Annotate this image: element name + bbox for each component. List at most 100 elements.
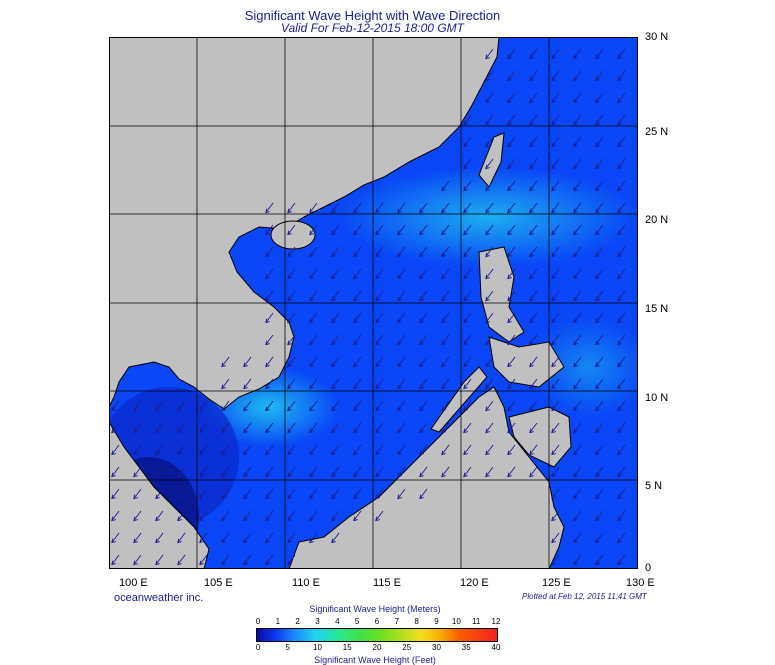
wave-arrow bbox=[397, 224, 406, 235]
wave-arrow-head bbox=[199, 450, 204, 456]
wave-arrow bbox=[265, 378, 274, 389]
wave-arrow-head bbox=[507, 230, 512, 236]
wave-arrow-head bbox=[551, 340, 556, 346]
wave-arrow bbox=[287, 224, 296, 235]
wave-arrow bbox=[353, 290, 362, 301]
wave-arrow-head bbox=[463, 186, 468, 192]
wave-arrow bbox=[133, 510, 142, 521]
wave-arrow-head bbox=[265, 450, 270, 456]
wave-arrow-head bbox=[595, 54, 600, 60]
wave-arrow bbox=[397, 334, 406, 345]
lat-label: 15 N bbox=[645, 303, 669, 315]
colorbar-meter-tick: 9 bbox=[434, 617, 439, 626]
wave-arrow bbox=[419, 268, 428, 279]
wave-arrow-head bbox=[573, 252, 578, 258]
wave-arrow-head bbox=[375, 494, 380, 500]
wave-arrow-head bbox=[595, 538, 600, 544]
wave-arrow-head bbox=[551, 186, 556, 192]
wave-arrow bbox=[375, 444, 384, 455]
wave-arrow bbox=[287, 532, 296, 543]
wave-arrow bbox=[551, 532, 560, 543]
wave-arrow bbox=[507, 92, 516, 103]
wave-arrow-head bbox=[529, 296, 534, 302]
wave-arrow bbox=[617, 488, 626, 499]
wave-arrow-head bbox=[155, 450, 160, 456]
wave-arrow-head bbox=[331, 494, 336, 500]
wave-arrow bbox=[155, 532, 164, 543]
wave-arrow-head bbox=[617, 98, 622, 104]
wave-arrow bbox=[595, 290, 604, 301]
wave-arrow-head bbox=[551, 230, 556, 236]
wave-arrow-head bbox=[551, 274, 556, 280]
wave-arrow-head bbox=[177, 428, 182, 434]
wave-arrow-head bbox=[529, 340, 534, 346]
wave-arrow bbox=[595, 92, 604, 103]
wave-arrow-head bbox=[529, 208, 534, 214]
wave-arrow-head bbox=[529, 120, 534, 126]
wave-arrow bbox=[573, 510, 582, 521]
wave-arrow-head bbox=[617, 296, 622, 302]
wave-arrow bbox=[265, 290, 274, 301]
wave-arrow-head bbox=[617, 406, 622, 412]
wave-arrow bbox=[287, 422, 296, 433]
wave-arrow bbox=[199, 510, 208, 521]
wave-arrow-head bbox=[595, 318, 600, 324]
wave-arrow bbox=[617, 532, 626, 543]
wave-arrow bbox=[331, 356, 340, 367]
wave-arrow-head bbox=[287, 274, 292, 280]
wave-arrow-head bbox=[507, 340, 512, 346]
wave-arrow bbox=[287, 202, 296, 213]
wave-arrow-head bbox=[551, 296, 556, 302]
wave-arrow-head bbox=[243, 406, 248, 412]
wave-arrow-head bbox=[485, 362, 490, 368]
wave-arrow-head bbox=[309, 274, 314, 280]
wave-arrow-head bbox=[287, 538, 292, 544]
wave-arrow bbox=[419, 400, 428, 411]
wave-arrow-head bbox=[595, 428, 600, 434]
wave-arrow-head bbox=[551, 384, 556, 390]
wave-arrow bbox=[397, 466, 406, 477]
wave-arrow-head bbox=[595, 186, 600, 192]
wave-arrow bbox=[551, 202, 560, 213]
wave-arrow-head bbox=[485, 252, 490, 258]
wave-arrow bbox=[353, 378, 362, 389]
wave-arrow bbox=[617, 158, 626, 169]
wave-arrow-head bbox=[441, 186, 446, 192]
wave-arrow-head bbox=[573, 120, 578, 126]
wave-arrow bbox=[573, 400, 582, 411]
wave-arrow-head bbox=[441, 296, 446, 302]
wave-arrow bbox=[551, 224, 560, 235]
wave-arrow-head bbox=[375, 318, 380, 324]
wave-arrow-head bbox=[111, 494, 116, 500]
wave-arrow bbox=[441, 268, 450, 279]
wave-arrow-head bbox=[287, 318, 292, 324]
wave-arrow-head bbox=[507, 252, 512, 258]
wave-arrow-head bbox=[573, 186, 578, 192]
wave-arrow-head bbox=[551, 98, 556, 104]
colorbar bbox=[256, 628, 498, 642]
wave-arrow-head bbox=[595, 406, 600, 412]
wave-arrow-head bbox=[353, 450, 358, 456]
wave-arrow bbox=[529, 224, 538, 235]
wave-arrow bbox=[485, 334, 494, 345]
wave-arrow-head bbox=[309, 450, 314, 456]
wave-arrow-head bbox=[463, 252, 468, 258]
wave-arrow bbox=[309, 312, 318, 323]
wave-arrow-head bbox=[287, 252, 292, 258]
wave-arrow-head bbox=[243, 538, 248, 544]
wave-arrow bbox=[617, 268, 626, 279]
wave-arrow bbox=[573, 268, 582, 279]
wave-arrow bbox=[221, 554, 230, 565]
wave-arrow bbox=[287, 444, 296, 455]
wave-arrow-head bbox=[617, 208, 622, 214]
wave-arrow bbox=[309, 290, 318, 301]
wave-arrow-head bbox=[485, 340, 490, 346]
wave-arrow-head bbox=[155, 560, 160, 566]
wave-arrow bbox=[485, 158, 494, 169]
wave-arrow-head bbox=[485, 98, 490, 104]
wave-arrow bbox=[375, 378, 384, 389]
wave-arrow bbox=[485, 114, 494, 125]
colorbar-feet-tick: 5 bbox=[285, 643, 290, 652]
wave-arrow-head bbox=[551, 164, 556, 170]
wave-arrow bbox=[507, 158, 516, 169]
